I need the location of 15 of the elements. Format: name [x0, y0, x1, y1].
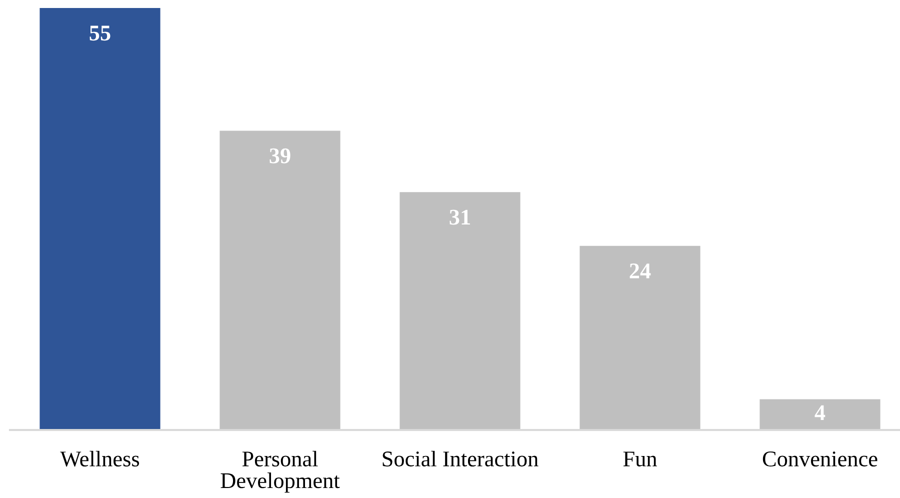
bar — [220, 130, 340, 430]
data-label: 55 — [90, 26, 110, 41]
x-tick-label: Wellness — [60, 450, 140, 467]
x-tick-label: Convenience — [762, 452, 878, 466]
bar — [400, 192, 520, 430]
data-label: 24 — [630, 263, 651, 278]
bar — [580, 246, 700, 430]
bar — [760, 399, 880, 430]
x-tick-label: Social Interaction — [382, 450, 538, 466]
data-label: 39 — [270, 148, 290, 164]
data-label: 4 — [814, 405, 826, 420]
x-tick-label: Personal Development — [220, 450, 340, 493]
data-label: 31 — [450, 210, 470, 225]
bar — [40, 8, 160, 430]
x-tick-label: Fun — [623, 452, 657, 466]
